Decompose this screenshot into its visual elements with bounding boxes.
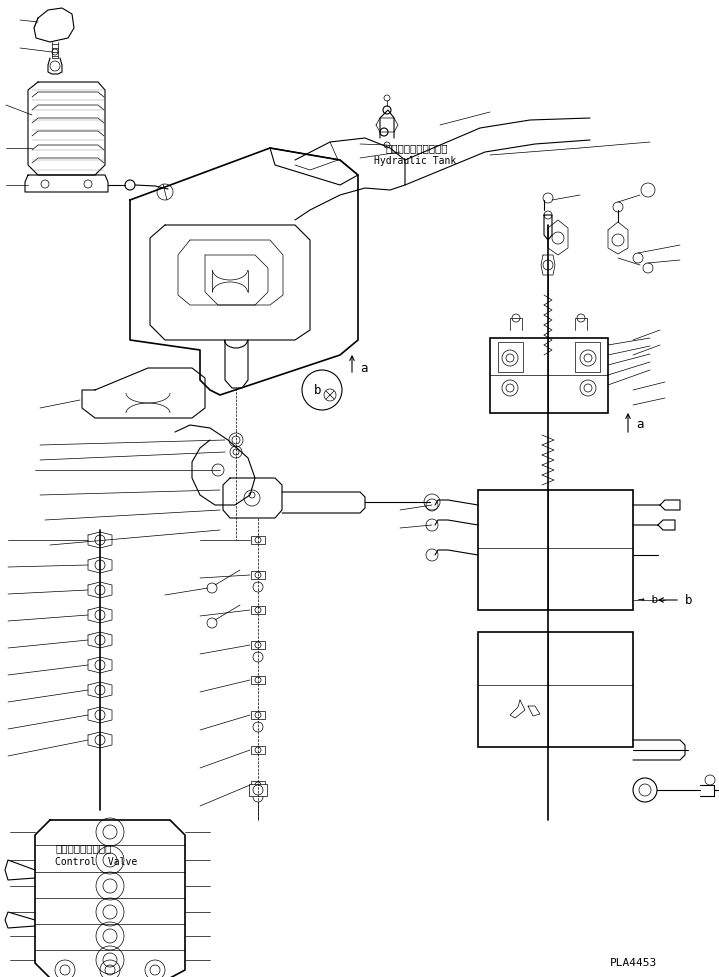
Text: PLA4453: PLA4453 — [610, 958, 657, 968]
Bar — [251, 641, 265, 649]
Bar — [251, 676, 265, 684]
Bar — [251, 536, 265, 544]
Circle shape — [302, 370, 342, 410]
Circle shape — [125, 180, 135, 190]
Bar — [575, 342, 600, 372]
Text: → b: → b — [638, 595, 659, 605]
Bar — [251, 571, 265, 579]
Text: a: a — [636, 418, 644, 432]
Text: Control  Valve: Control Valve — [55, 857, 137, 867]
Bar — [251, 746, 265, 754]
Text: b: b — [685, 593, 692, 607]
Bar — [490, 338, 608, 413]
Text: ハイドロリックタンク: ハイドロリックタンク — [385, 143, 447, 153]
Bar — [478, 490, 633, 610]
Text: b: b — [314, 384, 321, 397]
Bar — [251, 781, 265, 789]
Bar — [251, 711, 265, 719]
Text: Hydraulic Tank: Hydraulic Tank — [374, 156, 457, 166]
Bar — [251, 606, 265, 614]
Bar — [498, 342, 523, 372]
Text: a: a — [360, 361, 367, 374]
Text: コントロールバルブ: コントロールバルブ — [55, 843, 111, 853]
Bar — [249, 784, 267, 796]
Bar — [478, 632, 633, 747]
